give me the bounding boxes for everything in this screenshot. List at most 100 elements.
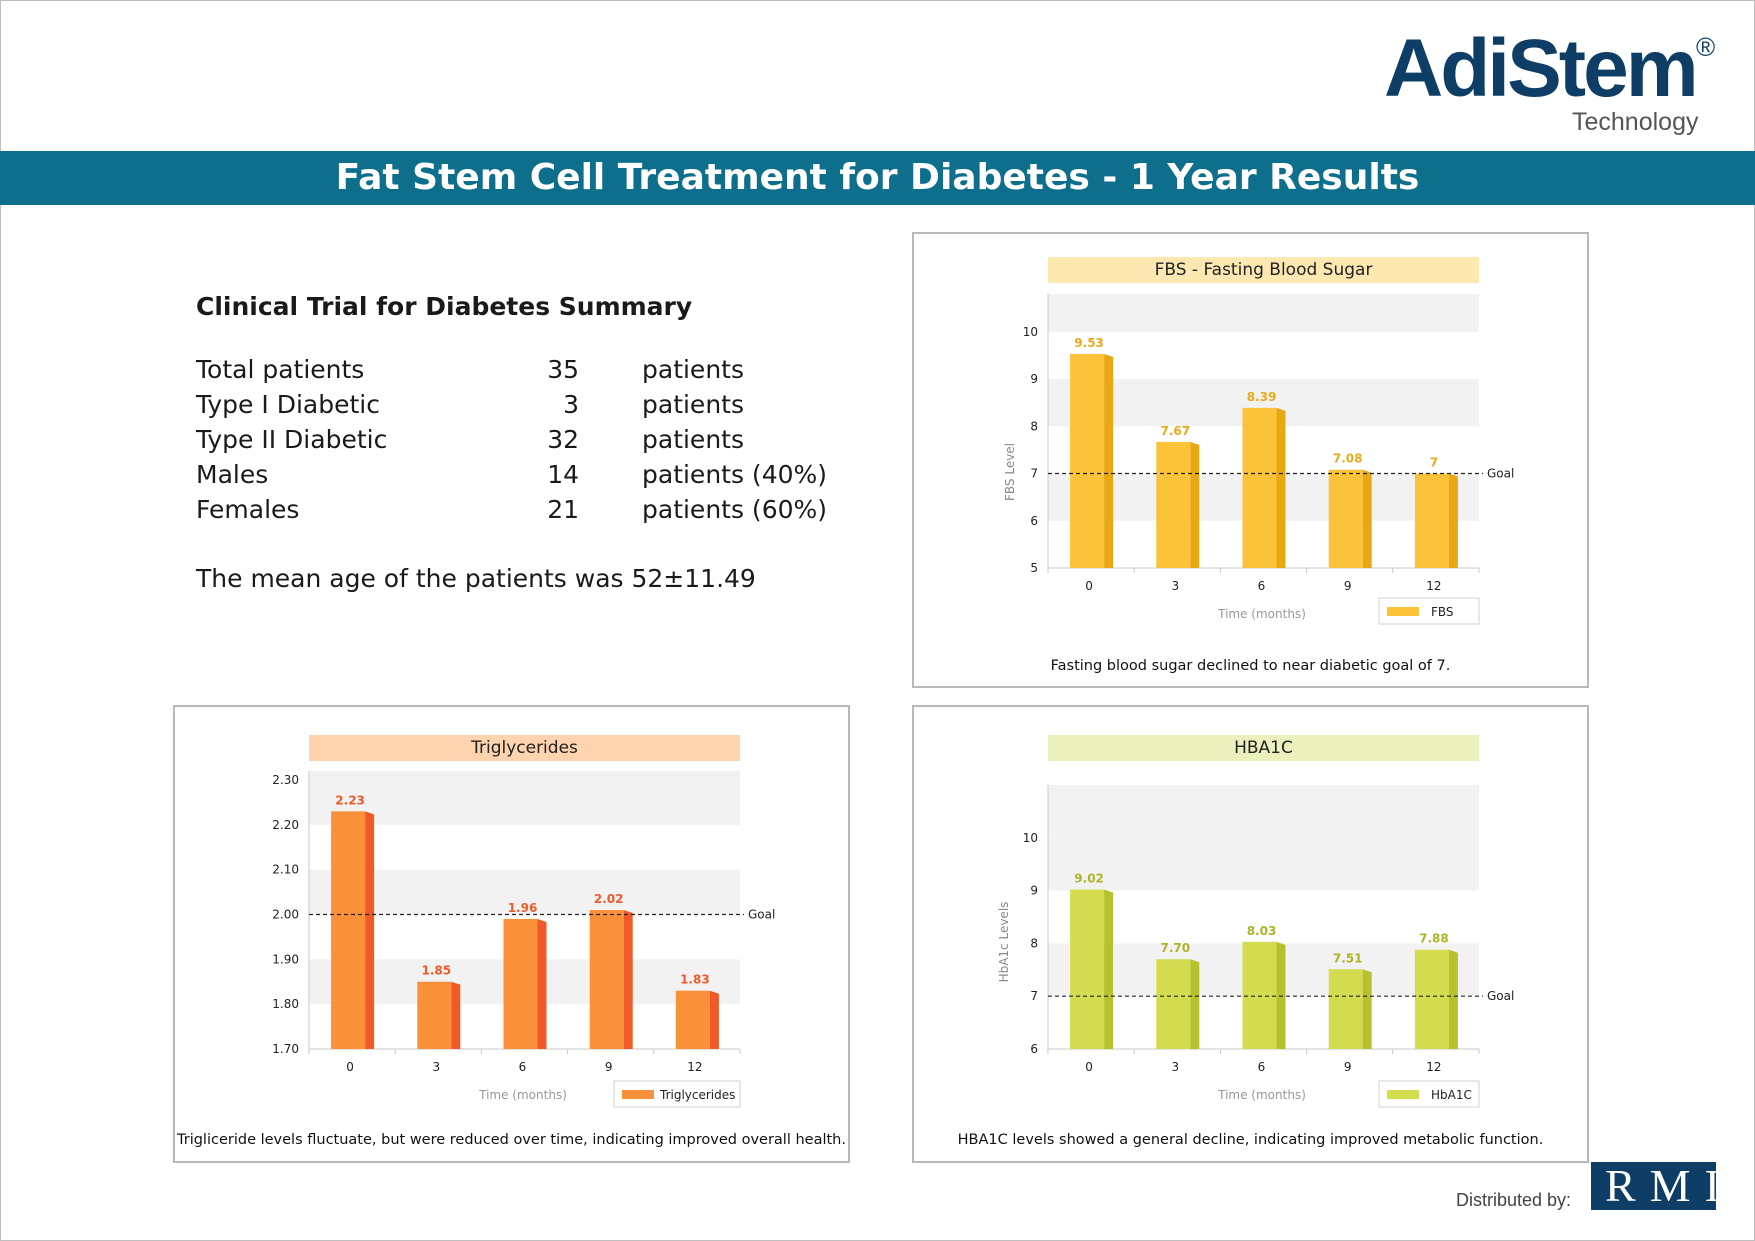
- trig-bar-side: [365, 811, 375, 1049]
- hba1c-bar: [1414, 949, 1449, 1049]
- hba1c-x-tick-label: 3: [1171, 1060, 1179, 1074]
- trig-legend-label: Triglycerides: [659, 1088, 735, 1102]
- hba1c-chart-caption: HBA1C levels showed a general decline, i…: [957, 1132, 1544, 1148]
- summary-row-unit: patients: [642, 390, 744, 419]
- trig-bar: [331, 811, 366, 1049]
- hba1c-x-tick-label: 6: [1258, 1060, 1266, 1074]
- summary-row-label: Type II Diabetic: [196, 425, 388, 454]
- hba1c-bar-side: [1190, 959, 1200, 1049]
- fbs-data-label: 7.67: [1160, 424, 1190, 438]
- fbs-bar-chart: 5 6 7 8 9 10 FBS Level 9.53 0 7.67 3 8.39 6 7.08 9 7 12 G…: [1003, 294, 1514, 625]
- fbs-x-tick-label: 9: [1344, 579, 1352, 593]
- fbs-goal-label: Goal: [1487, 467, 1514, 481]
- trig-x-tick-label: 6: [519, 1060, 527, 1074]
- fbs-y-tick-label: 10: [1023, 325, 1038, 339]
- trig-y-tick-label: 1.90: [272, 952, 299, 966]
- hba1c-legend-label: HbA1C: [1431, 1088, 1472, 1102]
- hba1c-bar: [1156, 959, 1191, 1049]
- summary-row-value: 14: [547, 460, 579, 489]
- fbs-bar: [1070, 353, 1105, 568]
- summary-row-value: 35: [547, 355, 579, 384]
- fbs-y-tick-label: 6: [1030, 514, 1038, 528]
- summary-row: Males 14 patients (40%): [196, 460, 896, 495]
- hba1c-bar-side: [1104, 889, 1114, 1049]
- fbs-x-tick-label: 0: [1085, 579, 1093, 593]
- trig-grid-band: [309, 771, 740, 780]
- trig-y-tick-label: 1.70: [272, 1042, 299, 1056]
- hba1c-bar-side: [1448, 949, 1458, 1049]
- trial-summary: Clinical Trial for Diabetes Summary Tota…: [196, 292, 896, 593]
- trig-bar: [589, 910, 624, 1049]
- trig-x-tick-label: 3: [432, 1060, 440, 1074]
- trig-y-tick-label: 2.30: [272, 773, 299, 787]
- fbs-bar: [1156, 441, 1191, 568]
- hba1c-y-tick-label: 10: [1023, 831, 1038, 845]
- hba1c-y-tick-label: 8: [1030, 936, 1038, 950]
- hba1c-y-axis-label: HbA1c Levels: [997, 902, 1011, 983]
- fbs-bar-side: [1104, 353, 1114, 568]
- triglycerides-chart-caption: Trigliceride levels fluctuate, but were …: [177, 1132, 846, 1148]
- fbs-data-label: 9.53: [1074, 336, 1104, 350]
- trig-y-tick-label: 2.10: [272, 863, 299, 877]
- hba1c-bar-chart: 6 7 8 9 10 HbA1c Levels 9.02 0 7.70 3 8.03 6 7.51 9 7.…: [997, 785, 1514, 1108]
- page-title-banner: Fat Stem Cell Treatment for Diabetes - 1…: [0, 151, 1755, 205]
- hba1c-data-label: 8.03: [1247, 924, 1277, 938]
- hba1c-chart-title: HBA1C: [1048, 735, 1479, 761]
- summary-row-unit: patients: [642, 425, 744, 454]
- fbs-y-tick-label: 8: [1030, 419, 1038, 433]
- fbs-chart-title: FBS - Fasting Blood Sugar: [1048, 257, 1479, 283]
- trig-data-label: 2.23: [335, 793, 365, 807]
- summary-row-label: Type I Diabetic: [196, 390, 380, 419]
- trig-x-tick-label: 12: [687, 1060, 702, 1074]
- fbs-bar-side: [1276, 407, 1286, 568]
- hba1c-bar-side: [1276, 941, 1286, 1049]
- trig-x-tick-label: 0: [346, 1060, 354, 1074]
- summary-row-unit: patients: [642, 355, 744, 384]
- summary-row: Females 21 patients (60%): [196, 495, 896, 530]
- triglycerides-bar-chart: 1.70 1.80 1.90 2.00 2.10 2.20 2.30 2.23 0 1.85 3 1.…: [272, 771, 775, 1108]
- fbs-y-axis-label: FBS Level: [1003, 443, 1017, 501]
- trig-y-tick-label: 1.80: [272, 997, 299, 1011]
- trig-data-label: 1.83: [680, 973, 710, 987]
- summary-row-value: 32: [547, 425, 579, 454]
- hba1c-chart-panel: HBA1C 6 7 8 9 10 HbA1c Levels 9.02 0 7.70 3 8.03 6 7…: [912, 705, 1589, 1163]
- hba1c-y-tick-label: 9: [1030, 884, 1038, 898]
- hba1c-goal-label: Goal: [1487, 989, 1514, 1003]
- fbs-bar: [1328, 469, 1363, 568]
- trig-bar-side: [537, 918, 547, 1049]
- hba1c-bar: [1328, 969, 1363, 1049]
- hba1c-x-tick-label: 0: [1085, 1060, 1093, 1074]
- hba1c-x-tick-label: 9: [1344, 1060, 1352, 1074]
- fbs-data-label: 7: [1430, 456, 1438, 470]
- hba1c-grid-band: [1048, 837, 1479, 891]
- hba1c-legend-swatch: [1387, 1090, 1419, 1099]
- summary-row-label: Total patients: [196, 355, 365, 384]
- hba1c-data-label: 7.88: [1419, 932, 1449, 946]
- hba1c-y-tick-label: 6: [1030, 1042, 1038, 1056]
- fbs-legend-swatch: [1387, 607, 1419, 616]
- adistem-logo: AdiStem ® Technology: [1370, 22, 1740, 142]
- hba1c-bar: [1242, 941, 1277, 1049]
- fbs-chart-caption: Fasting blood sugar declined to near dia…: [1050, 658, 1451, 674]
- triglycerides-chart-panel: Triglycerides 1.70 1.80 1.90 2.00 2.10 2.20 2.…: [173, 705, 850, 1163]
- fbs-bar: [1414, 473, 1449, 568]
- mean-age-text: The mean age of the patients was 52±11.4…: [196, 564, 756, 593]
- fbs-x-tick-label: 12: [1426, 579, 1441, 593]
- summary-row: Type II Diabetic 32 patients: [196, 425, 896, 460]
- hba1c-bar-side: [1362, 969, 1372, 1049]
- fbs-x-tick-label: 3: [1171, 579, 1179, 593]
- rmi-logo: RMI: [1591, 1162, 1720, 1210]
- triglycerides-chart-title: Triglycerides: [309, 735, 740, 761]
- registered-mark: ®: [1696, 32, 1716, 62]
- summary-row-unit: patients (40%): [642, 460, 828, 489]
- trig-bar: [417, 981, 452, 1049]
- summary-row-label: Males: [196, 460, 269, 489]
- fbs-bar-side: [1448, 473, 1458, 568]
- summary-row-unit: patients (60%): [642, 495, 828, 524]
- fbs-bar-side: [1190, 441, 1200, 568]
- fbs-grid-band: [1048, 294, 1479, 332]
- hba1c-x-tick-label: 12: [1426, 1060, 1441, 1074]
- trig-data-label: 1.85: [421, 964, 451, 978]
- trig-bar: [675, 990, 710, 1049]
- trig-legend-swatch: [622, 1090, 654, 1099]
